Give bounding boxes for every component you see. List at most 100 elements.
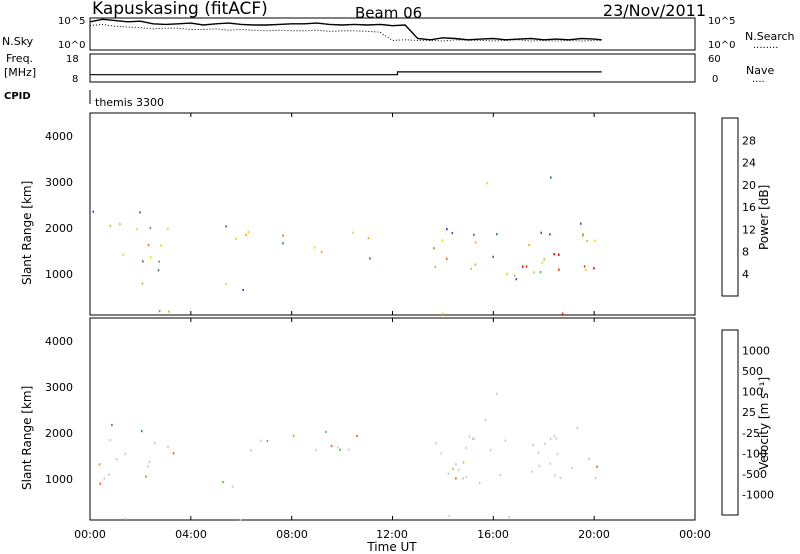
time-tick-label: 08:00	[276, 528, 308, 541]
scatter-speckle	[474, 241, 477, 244]
scatter-speckle	[558, 268, 560, 271]
scatter-speckle	[435, 442, 438, 445]
scatter-speckle	[141, 282, 144, 285]
scatter-speckle	[148, 460, 151, 463]
scatter-speckle	[99, 482, 101, 485]
velocity-panel-frame	[89, 317, 696, 521]
scatter-speckle	[549, 437, 552, 441]
scatter-speckle	[167, 445, 169, 449]
scatter-speckle	[576, 427, 579, 430]
scatter-speckle	[336, 446, 339, 449]
scatter-speckle	[441, 239, 444, 242]
scatter-speckle	[537, 451, 540, 454]
scatter-speckle	[339, 448, 341, 451]
scatter-speckle	[446, 257, 448, 260]
freq-left-tick-top: 18	[66, 54, 79, 65]
time-tick-label: 04:00	[175, 528, 207, 541]
scatter-speckle	[555, 437, 558, 440]
freq-right-tick-bottom: 0	[712, 74, 718, 85]
scatter-speckle	[250, 449, 252, 452]
beam-title: Beam 06	[355, 4, 422, 22]
scatter-speckle	[434, 265, 437, 268]
scatter-speckle	[525, 265, 528, 268]
scatter-speckle	[553, 435, 556, 438]
time-axis-label: Time UT	[366, 540, 417, 554]
time-tick-label: 16:00	[477, 528, 509, 541]
noise-series-line	[89, 18, 602, 41]
power-scatter	[92, 176, 596, 316]
noise-panel-frame	[89, 17, 696, 51]
noise-left-tick-top: 10^5	[58, 16, 85, 27]
scatter-speckle	[352, 231, 354, 234]
velocity-colorbar-tick: 500	[742, 365, 763, 378]
scatter-speckle	[586, 239, 588, 242]
power-colorbar-frame	[721, 117, 739, 297]
power-ytick: 2000	[45, 222, 73, 235]
velocity-colorbar-tick: -500	[742, 468, 767, 481]
scatter-speckle	[260, 439, 262, 442]
program-label: themis 3300	[95, 96, 164, 109]
noise-panel: N.Sky 10^5 10^0 10^5 10^0 N.Search .....…	[2, 16, 795, 51]
power-colorbar-label: Power [dB]	[757, 185, 771, 250]
scatter-speckle	[541, 261, 544, 264]
freq-left-unit: [MHz]	[4, 66, 36, 79]
scatter-speckle	[122, 253, 125, 256]
freq-left-label: Freq.	[6, 52, 33, 65]
velocity-ytick: 3000	[45, 381, 73, 394]
scatter-speckle	[554, 474, 556, 477]
power-colorbar: 4 8 12 16 20 24 28	[721, 117, 756, 297]
scatter-speckle	[325, 430, 327, 433]
velocity-colorbar-tick: 1000	[742, 345, 770, 358]
power-panel-frame	[89, 112, 696, 316]
scatter-speckle	[489, 448, 492, 451]
frequency-series-line	[90, 71, 602, 76]
scatter-speckle	[538, 464, 541, 467]
scatter-speckle	[492, 255, 494, 258]
scatter-speckle	[559, 476, 562, 479]
scatter-speckle	[455, 477, 457, 480]
scatter-speckle	[594, 239, 596, 242]
scatter-speckle	[111, 423, 113, 427]
scatter-speckle	[245, 233, 247, 237]
scatter-speckle	[347, 448, 350, 451]
velocity-colorbar-tick: -100	[742, 447, 767, 460]
velocity-ytick: 4000	[45, 335, 73, 348]
power-ytick: 4000	[45, 130, 73, 143]
time-tick-label: 20:00	[578, 528, 610, 541]
power-ytick: 1000	[45, 268, 73, 281]
time-tick-label: 12:00	[376, 528, 408, 541]
velocity-ylabel: Slant Range [km]	[20, 386, 34, 490]
scatter-speckle	[558, 253, 560, 256]
freq-right-legend: ....	[752, 74, 765, 85]
scatter-speckle	[115, 458, 118, 461]
scatter-speckle	[136, 228, 138, 231]
scatter-speckle	[521, 265, 524, 268]
noise-left-tick-bottom: 10^0	[58, 40, 85, 51]
power-colorbar-tick: 20	[742, 179, 756, 192]
noise-right-tick-bottom: 10^0	[708, 40, 735, 51]
velocity-colorbar-tick: 100	[742, 386, 763, 399]
power-colorbar-tick: 16	[742, 201, 756, 214]
scatter-speckle	[465, 446, 467, 450]
scatter-speckle	[452, 467, 454, 470]
scatter-speckle	[231, 485, 234, 488]
scatter-speckle	[533, 271, 535, 274]
scatter-speckle	[147, 243, 150, 247]
scatter-speckle	[486, 182, 488, 185]
scatter-speckle	[109, 439, 112, 442]
power-colorbar-tick: 12	[742, 223, 756, 236]
scatter-speckle	[474, 263, 477, 266]
scatter-speckle	[356, 434, 358, 438]
scatter-speckle	[222, 481, 224, 484]
frequency-panel-frame	[89, 53, 696, 83]
scatter-speckle	[141, 430, 143, 433]
station-title: Kapuskasing (fitACF)	[92, 0, 268, 19]
velocity-panel: 1000 2000 3000 4000 Slant Range [km]	[20, 317, 696, 522]
scatter-speckle	[455, 463, 457, 466]
scatter-speckle	[594, 476, 597, 480]
velocity-colorbar-tick: -1000	[742, 488, 774, 501]
scatter-speckle	[582, 233, 584, 236]
scatter-speckle	[160, 244, 162, 247]
velocity-colorbar: -1000 -500 -100 -25 25 100 500 1000	[721, 329, 774, 516]
